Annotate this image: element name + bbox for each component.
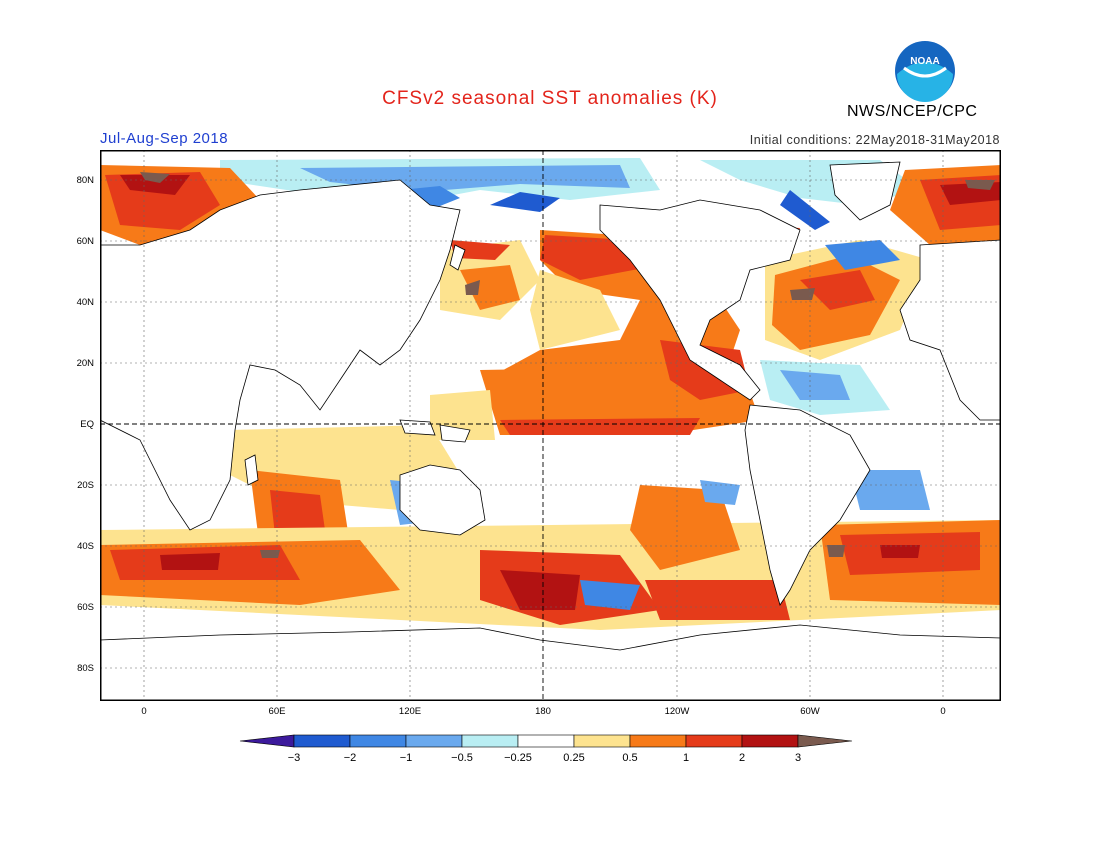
- colorbar-box: [741, 734, 799, 748]
- colorbar-tick-label: 0.5: [622, 752, 637, 764]
- lon-label: 60E: [268, 706, 286, 717]
- colorbar-box: [293, 734, 351, 748]
- colorbar: −3 −2 −1 −0.5 −0.25 0.25 0.5 1 2 3: [239, 734, 853, 764]
- eurasia-africa-west: [100, 179, 461, 531]
- south-america: [744, 404, 871, 606]
- colorbar-min-triangle: [239, 734, 295, 748]
- map-frame: [100, 150, 1001, 701]
- greenland: [829, 161, 901, 221]
- lon-label: 60W: [800, 706, 820, 717]
- colorbar-tick-label: 0.25: [563, 752, 584, 764]
- lat-label: 40N: [76, 297, 94, 308]
- noaa-logo-text: NOAA: [910, 56, 939, 67]
- sst-anomaly-map: [100, 150, 1001, 701]
- chart-title: CFSv2 seasonal SST anomalies (K): [382, 88, 718, 109]
- colorbar-tick-label: −0.5: [451, 752, 473, 764]
- lat-label: 60S: [77, 602, 94, 613]
- noaa-logo: NOAA: [895, 41, 955, 102]
- lat-label: 80S: [77, 663, 94, 674]
- lat-label: 20S: [77, 480, 94, 491]
- lat-label: EQ: [80, 419, 94, 430]
- colorbar-tick-label: 3: [795, 752, 801, 764]
- antarctica: [100, 624, 1001, 701]
- lat-label: 40S: [77, 541, 94, 552]
- lon-label: 120E: [398, 706, 422, 717]
- colorbar-box: [405, 734, 463, 748]
- lon-label: 120W: [664, 706, 690, 717]
- season-label: Jul-Aug-Sep 2018: [100, 130, 229, 147]
- gridlines: [100, 150, 1001, 701]
- initial-conditions-label: Initial conditions: 22May2018-31May2018: [749, 133, 1000, 147]
- lon-label: 0: [141, 706, 147, 717]
- lon-label: 180: [535, 706, 551, 717]
- north-america: [599, 199, 801, 401]
- lat-label: 80N: [76, 175, 94, 186]
- australia: [399, 464, 486, 536]
- colorbar-max-triangle: [797, 734, 853, 748]
- lat-label: 60N: [76, 236, 94, 247]
- colorbar-box: [629, 734, 687, 748]
- colorbar-box: [573, 734, 631, 748]
- continent-outlines: [100, 161, 1001, 701]
- colorbar-tick-label: −0.25: [504, 752, 532, 764]
- colorbar-box: [349, 734, 407, 748]
- eurasia-africa-east: [899, 239, 1001, 421]
- colorbar-tick-label: −1: [400, 752, 413, 764]
- colorbar-box: [685, 734, 743, 748]
- colorbar-tick-label: 2: [739, 752, 745, 764]
- lat-label: 20N: [76, 358, 94, 369]
- colorbar-tick-label: −3: [288, 752, 301, 764]
- lon-label: 0: [940, 706, 946, 717]
- colorbar-tick-label: 1: [683, 752, 689, 764]
- agency-label: NWS/NCEP/CPC: [847, 103, 978, 120]
- equator-dateline: [100, 150, 1001, 701]
- colorbar-box: [517, 734, 575, 748]
- colorbar-box: [461, 734, 519, 748]
- colorbar-tick-label: −2: [344, 752, 357, 764]
